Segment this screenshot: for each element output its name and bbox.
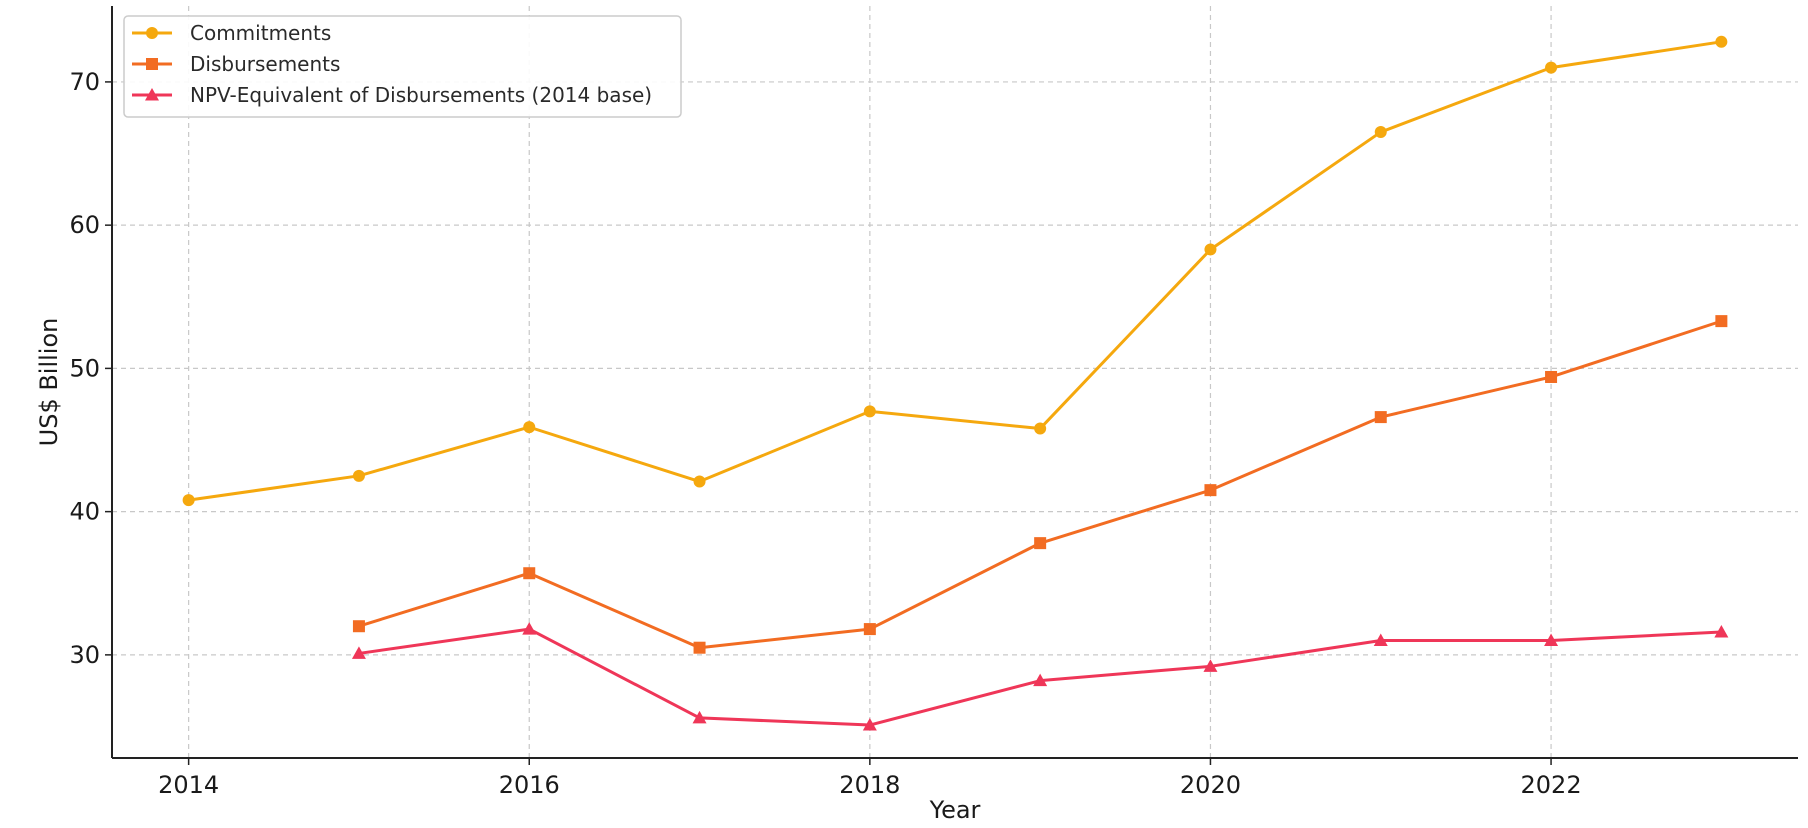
data-point bbox=[863, 623, 876, 636]
x-axis-title: Year bbox=[929, 796, 981, 824]
y-tick-label: 70 bbox=[69, 68, 100, 96]
y-tick-label: 50 bbox=[69, 354, 100, 382]
data-point bbox=[1374, 126, 1387, 139]
series-line bbox=[188, 40, 1722, 502]
series bbox=[182, 35, 1729, 731]
legend-label: NPV-Equivalent of Disbursements (2014 ba… bbox=[190, 83, 652, 107]
data-point bbox=[1374, 411, 1387, 424]
legend-item: NPV-Equivalent of Disbursements (2014 ba… bbox=[132, 83, 652, 107]
data-point bbox=[692, 710, 707, 724]
data-point bbox=[1034, 422, 1047, 435]
legend: Commitments Disbursements NPV-Equivalent o… bbox=[123, 15, 682, 118]
data-point bbox=[1714, 624, 1729, 638]
data-point bbox=[1373, 633, 1388, 647]
legend-item: Commitments bbox=[132, 21, 331, 45]
data-point bbox=[1204, 243, 1217, 256]
series-line bbox=[358, 319, 1722, 650]
data-point bbox=[1544, 633, 1559, 647]
data-point bbox=[182, 494, 195, 507]
x-tick-label: 2014 bbox=[158, 771, 219, 799]
series-1 bbox=[352, 315, 1728, 654]
tick-labels: 2014 2016 2018 2020 2022 30 40 50 60 70 bbox=[69, 68, 1581, 799]
data-point bbox=[1204, 484, 1217, 497]
data-point bbox=[693, 641, 706, 654]
data-point bbox=[352, 469, 365, 482]
data-point bbox=[1545, 370, 1558, 383]
data-point bbox=[1203, 659, 1218, 672]
series-2 bbox=[351, 622, 1729, 731]
legend-item: Disbursements bbox=[132, 52, 340, 76]
data-point bbox=[1034, 537, 1047, 550]
x-tick-label: 2022 bbox=[1521, 771, 1582, 799]
x-tick-label: 2016 bbox=[499, 771, 560, 799]
data-point bbox=[1545, 61, 1558, 74]
data-point bbox=[522, 622, 537, 635]
data-point bbox=[523, 567, 536, 580]
y-tick-label: 30 bbox=[69, 641, 100, 669]
data-point bbox=[693, 475, 706, 488]
data-point bbox=[1033, 673, 1048, 687]
legend-marker bbox=[146, 27, 158, 39]
y-axis-title: US$ Billion bbox=[35, 318, 63, 447]
series-0 bbox=[182, 35, 1728, 507]
axes bbox=[111, 6, 1798, 759]
legend-label: Commitments bbox=[190, 21, 331, 45]
legend-marker bbox=[145, 88, 159, 101]
y-tick-label: 40 bbox=[69, 498, 100, 526]
legend-marker bbox=[146, 58, 158, 70]
x-tick-label: 2018 bbox=[839, 771, 900, 799]
data-point bbox=[351, 646, 366, 659]
data-point bbox=[352, 620, 365, 633]
x-tick-label: 2020 bbox=[1180, 771, 1241, 799]
legend-label: Disbursements bbox=[190, 52, 340, 76]
legend-frame bbox=[123, 15, 682, 118]
data-point bbox=[863, 405, 876, 418]
data-point bbox=[1715, 315, 1728, 328]
legend-items: Commitments Disbursements NPV-Equivalent o… bbox=[132, 21, 652, 107]
y-tick-label: 60 bbox=[69, 211, 100, 239]
data-point bbox=[862, 718, 877, 731]
data-point bbox=[1715, 35, 1728, 48]
data-point bbox=[523, 421, 536, 434]
